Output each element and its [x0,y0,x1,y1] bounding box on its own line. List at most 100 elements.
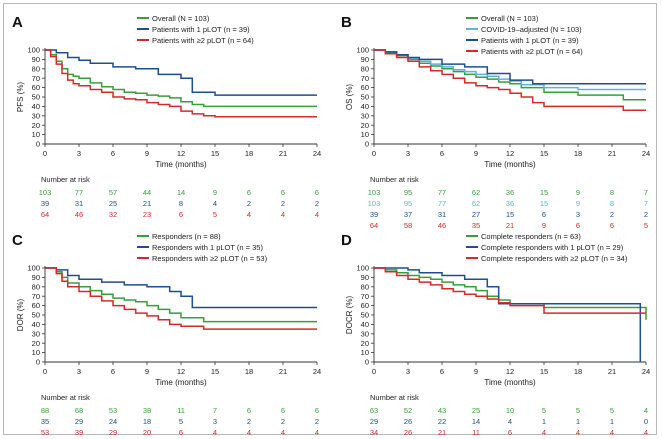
risk-count: 14 [177,188,185,197]
series-line-1 [374,267,647,320]
risk-count: 6 [508,428,512,437]
risk-count: 68 [75,406,83,415]
legend-entry: Patients with 1 pLOT (n = 39) [152,25,250,34]
y-tick-label: 0 [365,140,369,149]
risk-count: 22 [438,417,446,426]
y-tick-label: 30 [32,329,40,338]
y-tick-label: 90 [32,273,40,282]
risk-count: 4 [315,428,319,437]
y-tick-label: 30 [361,111,369,120]
risk-count: 4 [213,199,217,208]
risk-count: 4 [247,428,251,437]
risk-count: 88 [41,406,49,415]
risk-count: 6 [179,428,183,437]
risk-count: 2 [644,210,648,219]
y-axis-label: DOCR (%) [345,296,354,335]
risk-count: 8 [610,188,614,197]
risk-count: 3 [213,417,217,426]
y-tick-label: 70 [32,74,40,83]
y-tick-label: 20 [32,339,40,348]
risk-count: 24 [109,417,117,426]
y-tick-label: 60 [361,83,369,92]
y-tick-label: 30 [32,111,40,120]
y-tick-label: 70 [32,292,40,301]
risk-count: 46 [438,221,446,230]
risk-count: 53 [109,406,117,415]
risk-count: 39 [75,428,83,437]
risk-count: 53 [41,428,49,437]
y-tick-label: 90 [32,55,40,64]
risk-count: 20 [143,428,151,437]
x-axis-label: Time (months) [155,160,207,169]
series-line-2 [374,267,642,362]
series-line-2 [45,49,317,96]
risk-count: 6 [247,188,251,197]
x-tick-label: 9 [145,149,149,158]
risk-table-title: Number at risk [41,393,90,402]
risk-count: 46 [75,210,83,219]
y-tick-label: 60 [32,83,40,92]
risk-count: 35 [472,221,480,230]
y-tick-label: 70 [361,74,369,83]
risk-count: 6 [281,406,285,415]
risk-count: 9 [576,188,580,197]
x-tick-label: 15 [540,149,548,158]
risk-count: 6 [247,406,251,415]
y-tick-label: 20 [361,339,369,348]
x-tick-label: 3 [406,149,410,158]
risk-count: 7 [644,188,648,197]
y-tick-label: 50 [361,311,369,320]
panel-label: D [341,232,352,249]
y-tick-label: 80 [361,64,369,73]
legend-entry: COVID-19–adjusted (N = 103) [481,25,582,34]
risk-count: 37 [404,210,412,219]
x-tick-label: 6 [440,149,444,158]
risk-count: 36 [506,188,514,197]
risk-count: 1 [576,417,580,426]
x-tick-label: 24 [313,367,321,376]
risk-count: 4 [644,428,648,437]
x-tick-label: 12 [177,367,185,376]
risk-count: 8 [610,199,614,208]
risk-count: 29 [370,417,378,426]
y-tick-label: 50 [32,311,40,320]
figure-border [3,3,657,435]
risk-count: 5 [179,417,183,426]
risk-count: 15 [506,210,514,219]
risk-count: 2 [247,199,251,208]
risk-count: 15 [540,188,548,197]
risk-count: 4 [281,428,285,437]
risk-count: 4 [508,417,512,426]
panel-label: C [12,232,23,249]
risk-count: 9 [213,188,217,197]
risk-count: 26 [404,417,412,426]
x-tick-label: 3 [77,149,81,158]
y-tick-label: 100 [27,46,40,55]
risk-count: 4 [315,210,319,219]
risk-count: 21 [143,199,151,208]
risk-count: 7 [644,199,648,208]
x-tick-label: 21 [608,367,616,376]
y-tick-label: 80 [32,282,40,291]
risk-count: 6 [315,188,319,197]
risk-count: 6 [542,210,546,219]
risk-count: 15 [540,199,548,208]
series-line-3 [374,267,646,314]
x-axis-label: Time (months) [155,378,207,387]
y-tick-label: 40 [361,320,369,329]
x-axis-label: Time (months) [484,160,536,169]
x-tick-label: 24 [642,367,650,376]
x-tick-label: 9 [145,367,149,376]
risk-count: 95 [404,199,412,208]
risk-count: 27 [472,210,480,219]
risk-count: 6 [281,188,285,197]
y-tick-label: 80 [361,282,369,291]
legend-entry: Complete responders with ≥2 pLOT (n = 34… [481,254,628,263]
legend-entry: Responders with ≥2 pLOT (n = 53) [152,254,268,263]
risk-count: 4 [610,428,614,437]
risk-count: 64 [41,210,49,219]
risk-count: 2 [315,417,319,426]
